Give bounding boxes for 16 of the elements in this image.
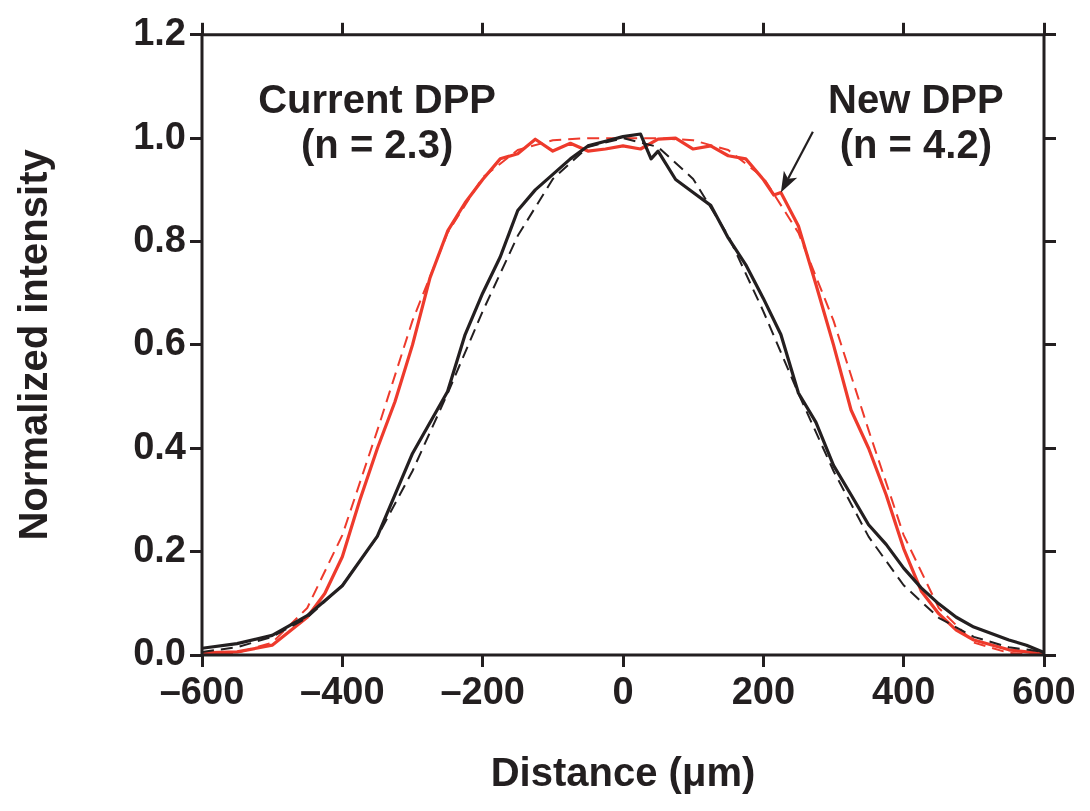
annotation: New DPP (n = 4.2) [828, 76, 1004, 166]
x-tick-label: 200 [731, 670, 796, 713]
y-tick-label: 1.2 [133, 11, 186, 54]
annotation: Current DPP (n = 2.3) [258, 76, 497, 166]
y-tick-label: 0.2 [133, 528, 186, 571]
x-tick-label: 0 [612, 670, 634, 713]
x-tick-label: 600 [1012, 670, 1076, 713]
x-tick-label: –200 [440, 670, 525, 713]
x-tick-label: –400 [300, 670, 385, 713]
x-axis-title: Distance (μm) [490, 750, 756, 795]
y-tick-label: 0.8 [133, 218, 186, 261]
y-tick-label: 1.0 [133, 114, 186, 157]
y-tick-label: 0.4 [133, 424, 186, 467]
x-tick-label: 400 [871, 670, 936, 713]
y-axis-title: Normalized intensity [11, 148, 56, 541]
y-tick-label: 0.6 [133, 321, 186, 364]
